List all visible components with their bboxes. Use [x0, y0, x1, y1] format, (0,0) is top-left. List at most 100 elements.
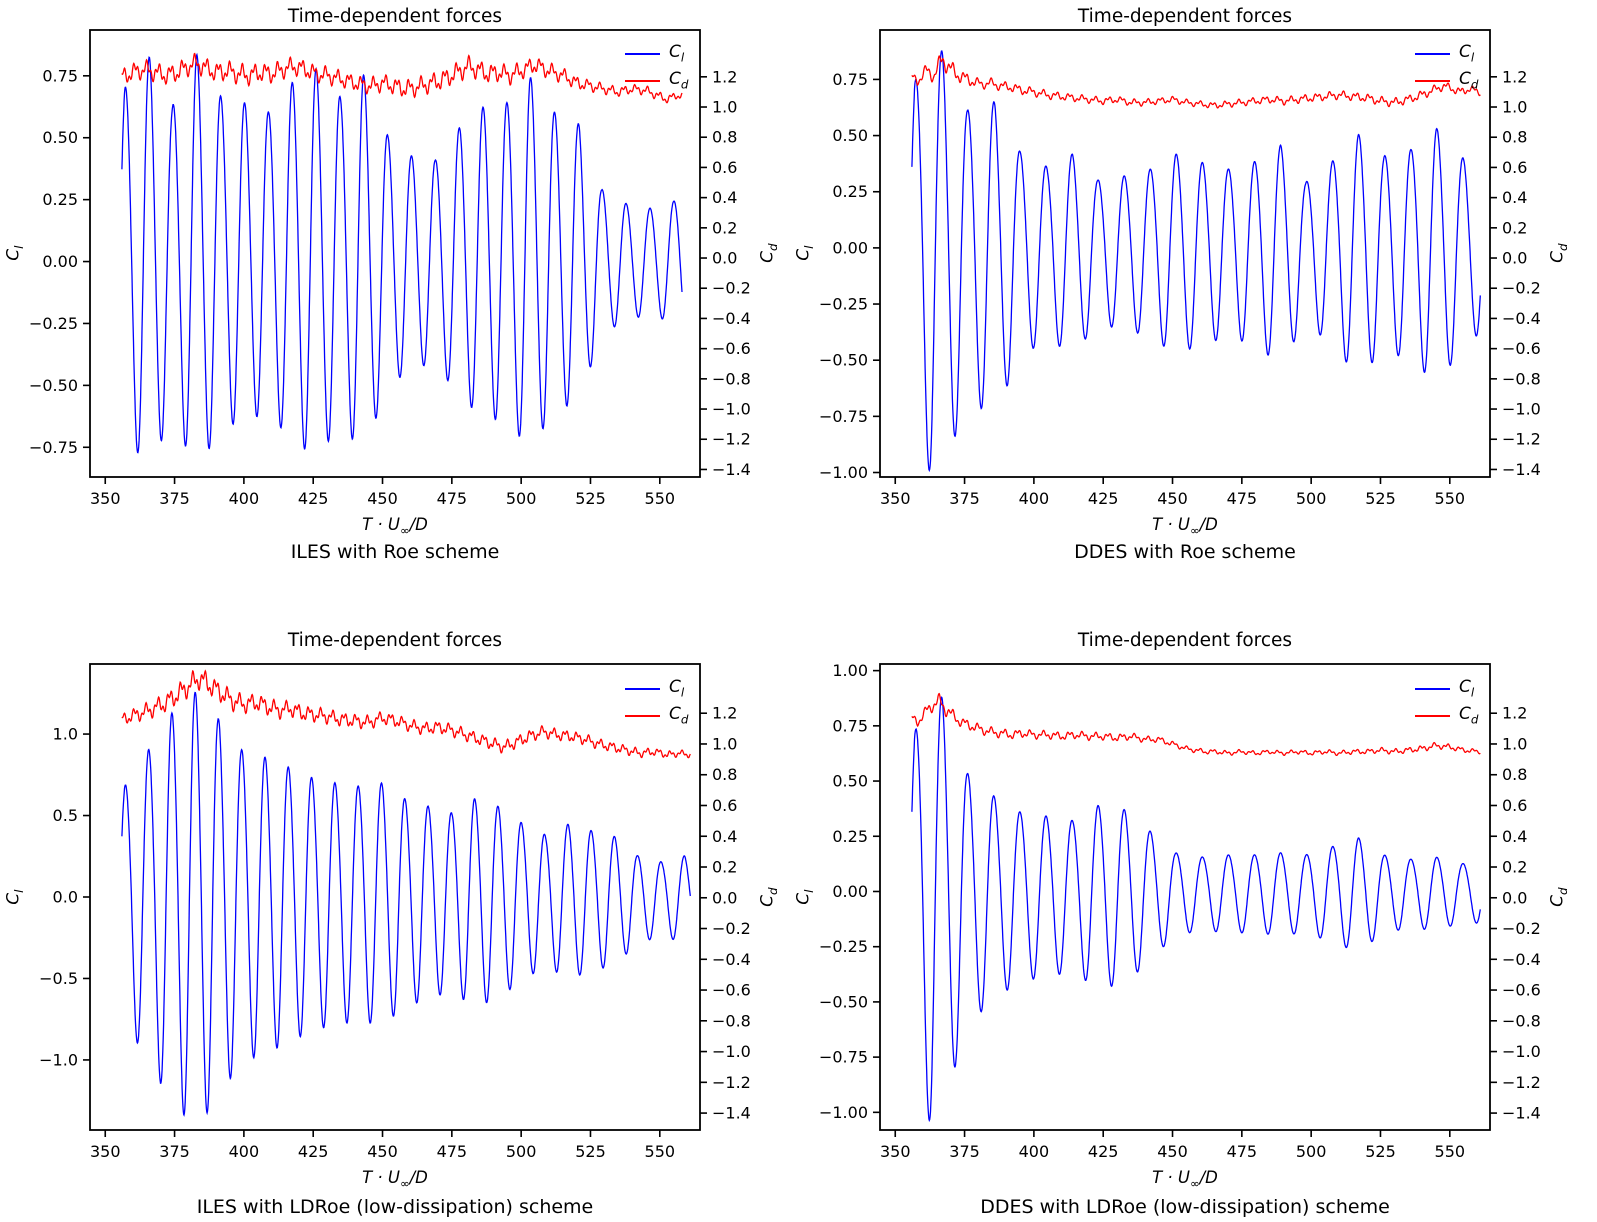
x-tick-label: 400 — [229, 1142, 260, 1161]
x-tick-label: 400 — [229, 489, 260, 508]
curves — [121, 669, 691, 1117]
y-axis-label-right: Cd — [757, 243, 781, 263]
x-tick-label: 550 — [645, 489, 676, 508]
x-tick-label: 450 — [367, 489, 398, 508]
y-tick-label: −0.6 — [1502, 981, 1541, 1000]
legend-item-cd: Cd — [625, 702, 688, 729]
legend-line-cd-icon — [1415, 714, 1450, 717]
y-tick-label: 0.25 — [832, 182, 868, 201]
legend-item-cl: Cl — [625, 675, 688, 702]
y-tick-label: −0.2 — [712, 279, 751, 298]
plot-border — [89, 29, 701, 478]
y-tick-label: −0.4 — [712, 950, 751, 969]
y-tick-label: −1.0 — [1502, 400, 1541, 419]
y-tick-label: −0.25 — [819, 295, 868, 314]
right-axis-ticks: 1.2 1.0 0.8 0.6 0.4 0.2 0.0 −0.2 −0.4 −0.6 −0.8 −1.… — [700, 67, 751, 479]
y-tick-label: −1.00 — [819, 1103, 868, 1122]
legend-line-cd-icon — [625, 79, 660, 82]
legend-item-cl: Cl — [625, 40, 688, 67]
left-axis-ticks: 1.00 0.75 0.50 0.25 0.00 −0.25 −0.50 −0.75 −1.00 — [819, 661, 880, 1122]
y-tick-label: 0.0 — [53, 888, 78, 907]
y-tick-label: −0.75 — [819, 407, 868, 426]
y-tick-label: 1.2 — [712, 704, 737, 723]
plot-border — [879, 663, 1491, 1131]
x-axis-ticks: 350 375 400 425 450 475 500 525 550 — [90, 477, 675, 508]
x-tick-label: 400 — [1019, 489, 1050, 508]
cl-curve — [911, 696, 1481, 1123]
y-tick-label: −1.4 — [712, 1104, 751, 1123]
y-tick-label: −0.8 — [1502, 369, 1541, 388]
plot-subtitle: ILES with LDRoe (low-dissipation) scheme — [196, 1196, 594, 1218]
legend-label-cd: Cd — [1459, 69, 1479, 92]
x-tick-label: 475 — [1227, 489, 1258, 508]
x-tick-label: 425 — [1088, 1142, 1119, 1161]
legend-item-cd: Cd — [1415, 702, 1478, 729]
cd-curve — [121, 52, 683, 104]
legend-label-cd: Cd — [1459, 704, 1479, 727]
cd-curve — [911, 55, 1481, 109]
legend-label-cl: Cl — [669, 42, 685, 65]
plot-canvas-ddes-roe: 350 375 400 425 450 475 500 525 5500.750.500.250… — [819, 29, 1541, 508]
cl-curve — [121, 691, 691, 1117]
y-tick-label: 1.0 — [1502, 98, 1527, 117]
left-axis-ticks: 0.75 0.50 0.25 0.00 −0.25 −0.50 −0.75 −1.00 — [819, 70, 880, 482]
y-tick-label: 0.8 — [712, 128, 737, 147]
y-tick-label: −0.6 — [712, 981, 751, 1000]
legend-line-cd-icon — [625, 714, 660, 717]
x-tick-label: 475 — [437, 489, 468, 508]
plot-canvas-iles-roe: 350 375 400 425 450 475 500 525 5500.750.500.250… — [29, 29, 751, 508]
y-tick-label: −0.25 — [29, 314, 78, 333]
y-tick-label: −1.0 — [1502, 1042, 1541, 1061]
x-axis-label: T · U∞/D — [362, 1168, 428, 1191]
y-tick-label: 0.8 — [1502, 128, 1527, 147]
y-tick-label: 0.2 — [1502, 858, 1527, 877]
plot-border — [879, 29, 1491, 478]
legend-line-cl-icon — [1415, 687, 1450, 690]
y-tick-label: 0.25 — [832, 827, 868, 846]
legend: Cl Cd — [625, 675, 688, 729]
x-axis-label: T · U∞/D — [362, 515, 428, 538]
legend-item-cd: Cd — [1415, 67, 1478, 94]
y-tick-label: −1.4 — [712, 460, 751, 479]
y-tick-label: −1.0 — [712, 400, 751, 419]
plot-subtitle: DDES with Roe scheme — [1074, 541, 1296, 563]
y-axis-label-left: Cl — [3, 889, 27, 905]
y-tick-label: 0.00 — [832, 882, 868, 901]
curves — [911, 692, 1481, 1123]
y-tick-label: −0.75 — [29, 438, 78, 457]
x-tick-label: 500 — [1296, 1142, 1327, 1161]
y-tick-label: 0.25 — [42, 190, 78, 209]
y-tick-label: −1.0 — [39, 1050, 78, 1069]
y-tick-label: −1.2 — [1502, 430, 1541, 449]
cl-curve — [911, 50, 1481, 473]
y-tick-label: 1.0 — [1502, 734, 1527, 753]
y-tick-label: 0.00 — [832, 238, 868, 257]
y-tick-label: 0.4 — [712, 827, 737, 846]
x-axis-ticks: 350 375 400 425 450 475 500 525 550 — [880, 477, 1465, 508]
y-tick-label: 0.6 — [712, 796, 737, 815]
subplot-iles-ldroe: 350 375 400 425 450 475 500 525 550 1.0 0.5 0.0 −0.5… — [0, 600, 798, 1222]
x-axis-ticks: 350 375 400 425 450 475 500 525 550 — [90, 1130, 675, 1161]
legend-label-cd: Cd — [669, 704, 689, 727]
legend-label-cd: Cd — [669, 69, 689, 92]
y-tick-label: 1.0 — [712, 98, 737, 117]
y-tick-label: −0.5 — [39, 969, 78, 988]
y-tick-label: −0.8 — [712, 369, 751, 388]
legend-item-cd: Cd — [625, 67, 688, 94]
y-axis-label-right: Cd — [1547, 887, 1571, 907]
y-tick-label: −1.2 — [1502, 1073, 1541, 1092]
x-axis-ticks: 350 375 400 425 450 475 500 525 550 — [880, 1130, 1465, 1161]
x-tick-label: 475 — [437, 1142, 468, 1161]
legend-item-cl: Cl — [1415, 675, 1478, 702]
x-axis-label: T · U∞/D — [1152, 1168, 1218, 1191]
y-tick-label: −0.4 — [1502, 950, 1541, 969]
legend-label-cl: Cl — [669, 677, 685, 700]
y-tick-label: 0.6 — [712, 158, 737, 177]
plot-title: Time-dependent forces — [1077, 630, 1293, 651]
y-tick-label: −0.6 — [712, 339, 751, 358]
y-tick-label: −0.4 — [712, 309, 751, 328]
y-tick-label: 0.8 — [712, 765, 737, 784]
y-tick-label: 0.0 — [1502, 249, 1527, 268]
x-tick-label: 500 — [1296, 489, 1327, 508]
y-tick-label: 0.0 — [712, 249, 737, 268]
